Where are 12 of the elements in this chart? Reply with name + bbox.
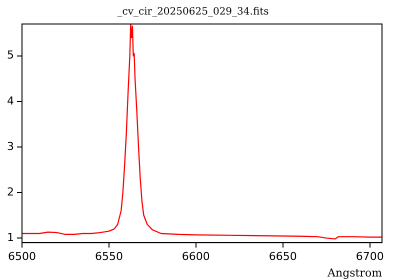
- y-tick-label: 5: [7, 48, 14, 62]
- x-tick-label: 6600: [182, 250, 210, 264]
- x-axis-title: Angstrom: [326, 266, 383, 280]
- y-tick-label: 1: [7, 230, 14, 244]
- x-tick-label: 6550: [94, 250, 123, 264]
- y-tick-label: 3: [7, 140, 14, 153]
- chart-title: _cv_cir_20250625_029_34.fits: [117, 6, 269, 18]
- x-tick-label: 6650: [268, 250, 297, 264]
- y-tick-label: 2: [7, 185, 14, 198]
- x-tick-label: 6500: [8, 250, 36, 264]
- y-tick-label: 4: [7, 94, 14, 108]
- x-tick-label: 6700: [356, 250, 384, 264]
